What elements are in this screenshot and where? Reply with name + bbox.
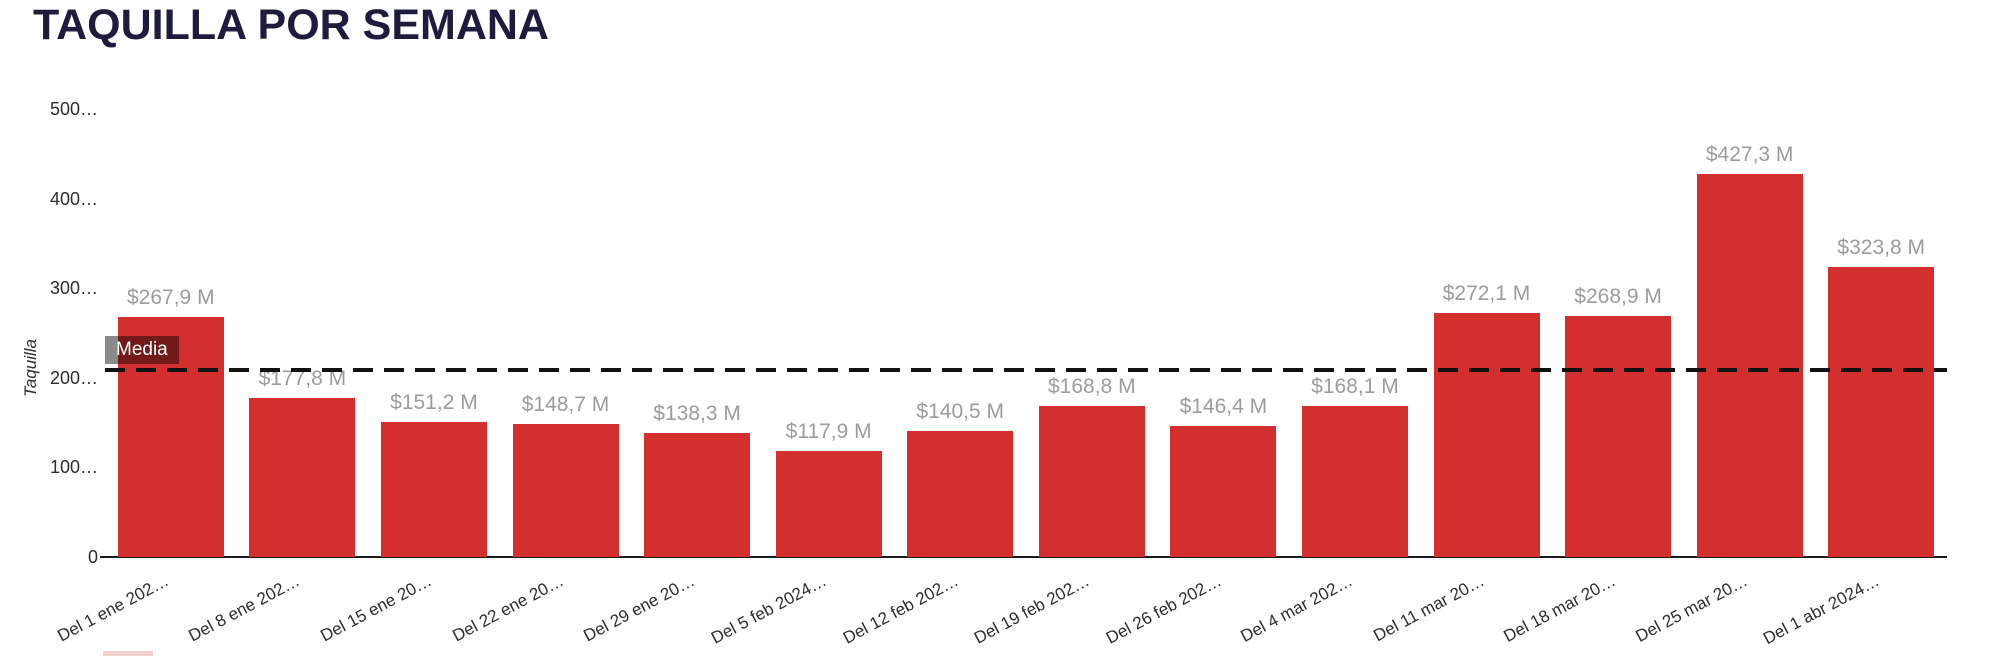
x-tick-label: Del 22 ene 20… [449,571,567,646]
x-tick-label: Del 1 ene 202… [54,571,172,646]
legend-swatch[interactable] [103,651,153,656]
y-tick-label: 0 [87,547,98,567]
x-axis-baseline [100,556,1947,558]
bar[interactable] [907,431,1014,557]
bar-value-label: $267,9 M [127,285,215,309]
bar[interactable] [1433,313,1540,557]
bar-value-label: $168,1 M [1311,375,1399,399]
x-tick-label: Del 15 ene 20… [317,571,435,646]
bar-value-label: $140,5 M [916,400,1004,424]
x-tick-label: Del 26 feb 202… [1102,571,1225,648]
x-tick-label: Del 29 ene 20… [580,571,698,646]
bar-value-label: $151,2 M [390,390,478,414]
y-tick-label: 300… [49,278,98,299]
bar-value-label: $427,3 M [1705,143,1794,167]
bar-value-label: $323,8 M [1837,235,1925,259]
bar[interactable] [1301,406,1408,557]
bar-value-label: $146,4 M [1179,394,1268,418]
mean-reference-line [105,368,1947,373]
x-tick-label: Del 11 mar 20… [1370,571,1488,646]
x-tick-label: Del 18 mar 20… [1500,571,1619,646]
x-tick-label: Del 1 abr 2024… [1759,571,1883,649]
bar-value-label: $168,8 M [1048,374,1136,398]
bar-value-label: $268,9 M [1574,285,1662,309]
bar[interactable] [1696,174,1803,557]
bar-value-label: $117,9 M [785,420,872,444]
mean-line-label: Media [105,336,179,365]
x-tick-label: Del 4 mar 202… [1237,571,1356,646]
y-tick-label: 500… [49,99,98,119]
bar[interactable] [775,451,882,557]
bar-value-label: $148,7 M [521,392,610,416]
bar[interactable] [249,397,356,557]
bar[interactable] [1828,266,1935,557]
bar[interactable] [644,433,751,557]
bar[interactable] [380,421,487,557]
bar[interactable] [1038,405,1145,557]
x-tick-label: Del 5 feb 2024… [707,571,830,648]
x-tick-label: Del 8 ene 202… [185,571,304,646]
bar[interactable] [117,316,224,557]
bar-value-label: $272,1 M [1442,282,1531,306]
x-tick-label: Del 19 feb 202… [971,571,1093,648]
bar[interactable] [1565,316,1672,557]
chart-title: TAQUILLA POR SEMANA [33,1,549,49]
y-tick-label: 400… [49,188,98,209]
x-tick-label: Del 25 mar 20… [1632,571,1751,646]
bar-value-label: $138,3 M [653,402,741,426]
bar-value-label: $177,8 M [258,366,347,390]
bar[interactable] [512,423,619,557]
x-tick-label: Del 12 feb 202… [839,571,962,648]
y-tick-label: 200… [49,367,98,388]
bar[interactable] [1170,425,1277,557]
y-tick-label: 100… [49,457,98,478]
